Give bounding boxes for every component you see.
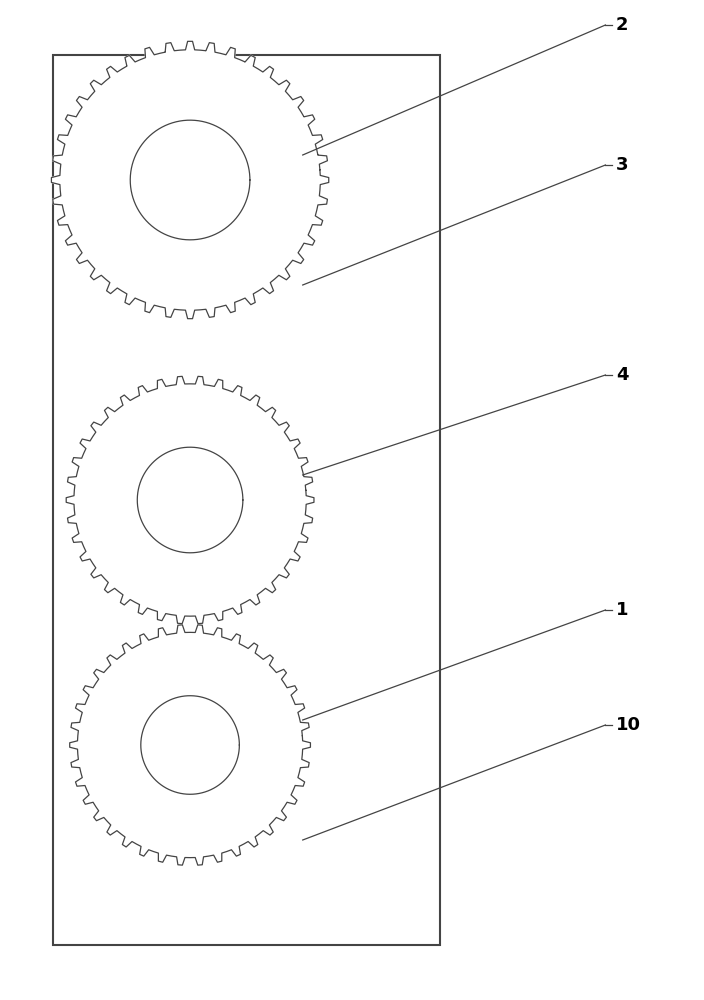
Polygon shape bbox=[66, 376, 314, 624]
Text: 3: 3 bbox=[616, 156, 629, 174]
Text: 1: 1 bbox=[616, 601, 629, 619]
Text: 2: 2 bbox=[616, 16, 629, 34]
Text: 10: 10 bbox=[616, 716, 641, 734]
Bar bbox=[53, 55, 440, 945]
Polygon shape bbox=[70, 625, 310, 865]
Polygon shape bbox=[51, 41, 329, 319]
Text: 4: 4 bbox=[616, 366, 629, 384]
